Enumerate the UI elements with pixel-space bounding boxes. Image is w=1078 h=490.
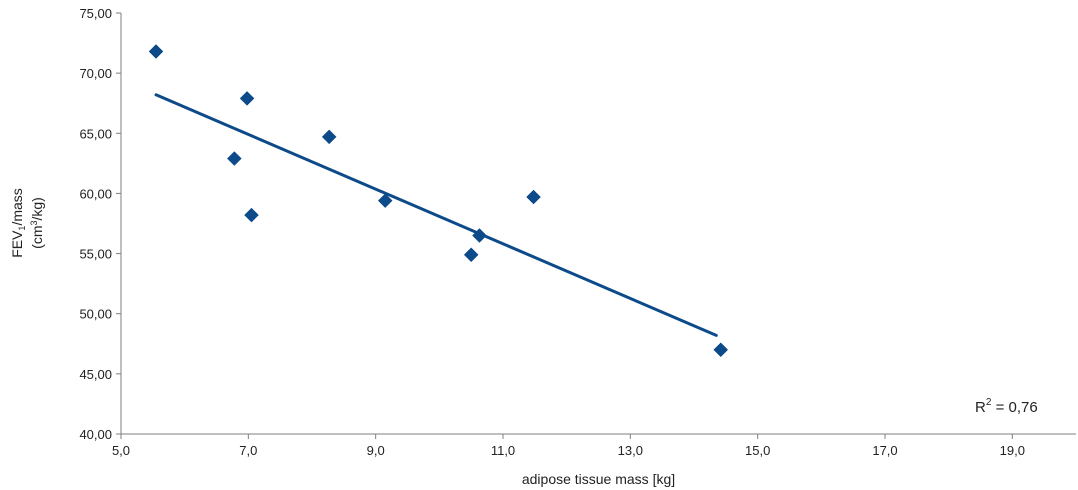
chart-axes [120,13,1076,435]
data-point [472,228,487,243]
r2-base: R [975,399,986,416]
data-point [713,342,729,358]
x-tick-label: 15,0 [745,443,770,458]
data-point [148,44,164,59]
y-title-base: FEV [9,230,25,258]
y-title-subscript: 1 [17,226,27,231]
y-axis-ticks: 40,00 45,00 50,00 55,00 60,00 65,00 70,00 75,00 [79,6,121,442]
r2-value: = 0,76 [991,399,1037,416]
x-axis-ticks: 5,0 7,0 9,0 11,0 13,0 15,0 17,0 19,0 [112,434,1025,458]
data-points [148,44,729,358]
y-axis-title: FEV1/mass (cm3/kg) [9,188,45,258]
y-tick-label: 40,00 [79,427,112,442]
y-axis-title-line2: (cm3/kg) [29,197,45,249]
data-point [377,193,393,208]
y-title-superscript: 3 [29,221,39,226]
x-tick-label: 11,0 [491,443,515,458]
y-tick-label: 75,00 [79,6,112,21]
y-tick-label: 60,00 [79,186,112,201]
y-tick-label: 50,00 [79,307,112,322]
data-point [244,207,259,223]
y-tick-label: 70,00 [79,66,112,81]
x-tick-label: 17,0 [872,443,897,458]
x-tick-label: 13,0 [618,443,643,458]
y-title-rest: /mass [9,188,25,225]
x-axis-title: adipose tissue mass [kg] [522,471,675,487]
data-point [226,151,242,166]
data-point [463,247,479,263]
data-point [239,91,255,106]
y-axis-title-line1: FEV1/mass [9,188,27,258]
x-tick-label: 7,0 [239,443,257,458]
trendline-layer [154,93,718,337]
y-tick-label: 55,00 [79,247,112,262]
y-tick-label: 45,00 [79,367,112,382]
y-title-unit-post: /kg) [29,197,45,220]
r2-superscript: 2 [986,397,992,408]
y-title-unit-pre: (cm [29,226,45,249]
x-tick-label: 9,0 [367,443,385,458]
linear-trendline [154,93,718,337]
x-tick-label: 5,0 [112,443,130,458]
y-tick-label: 65,00 [79,126,112,141]
r-squared-annotation: R2 = 0,76 [975,397,1038,416]
data-point [526,189,541,205]
data-point [321,129,337,145]
x-tick-label: 19,0 [1000,443,1025,458]
